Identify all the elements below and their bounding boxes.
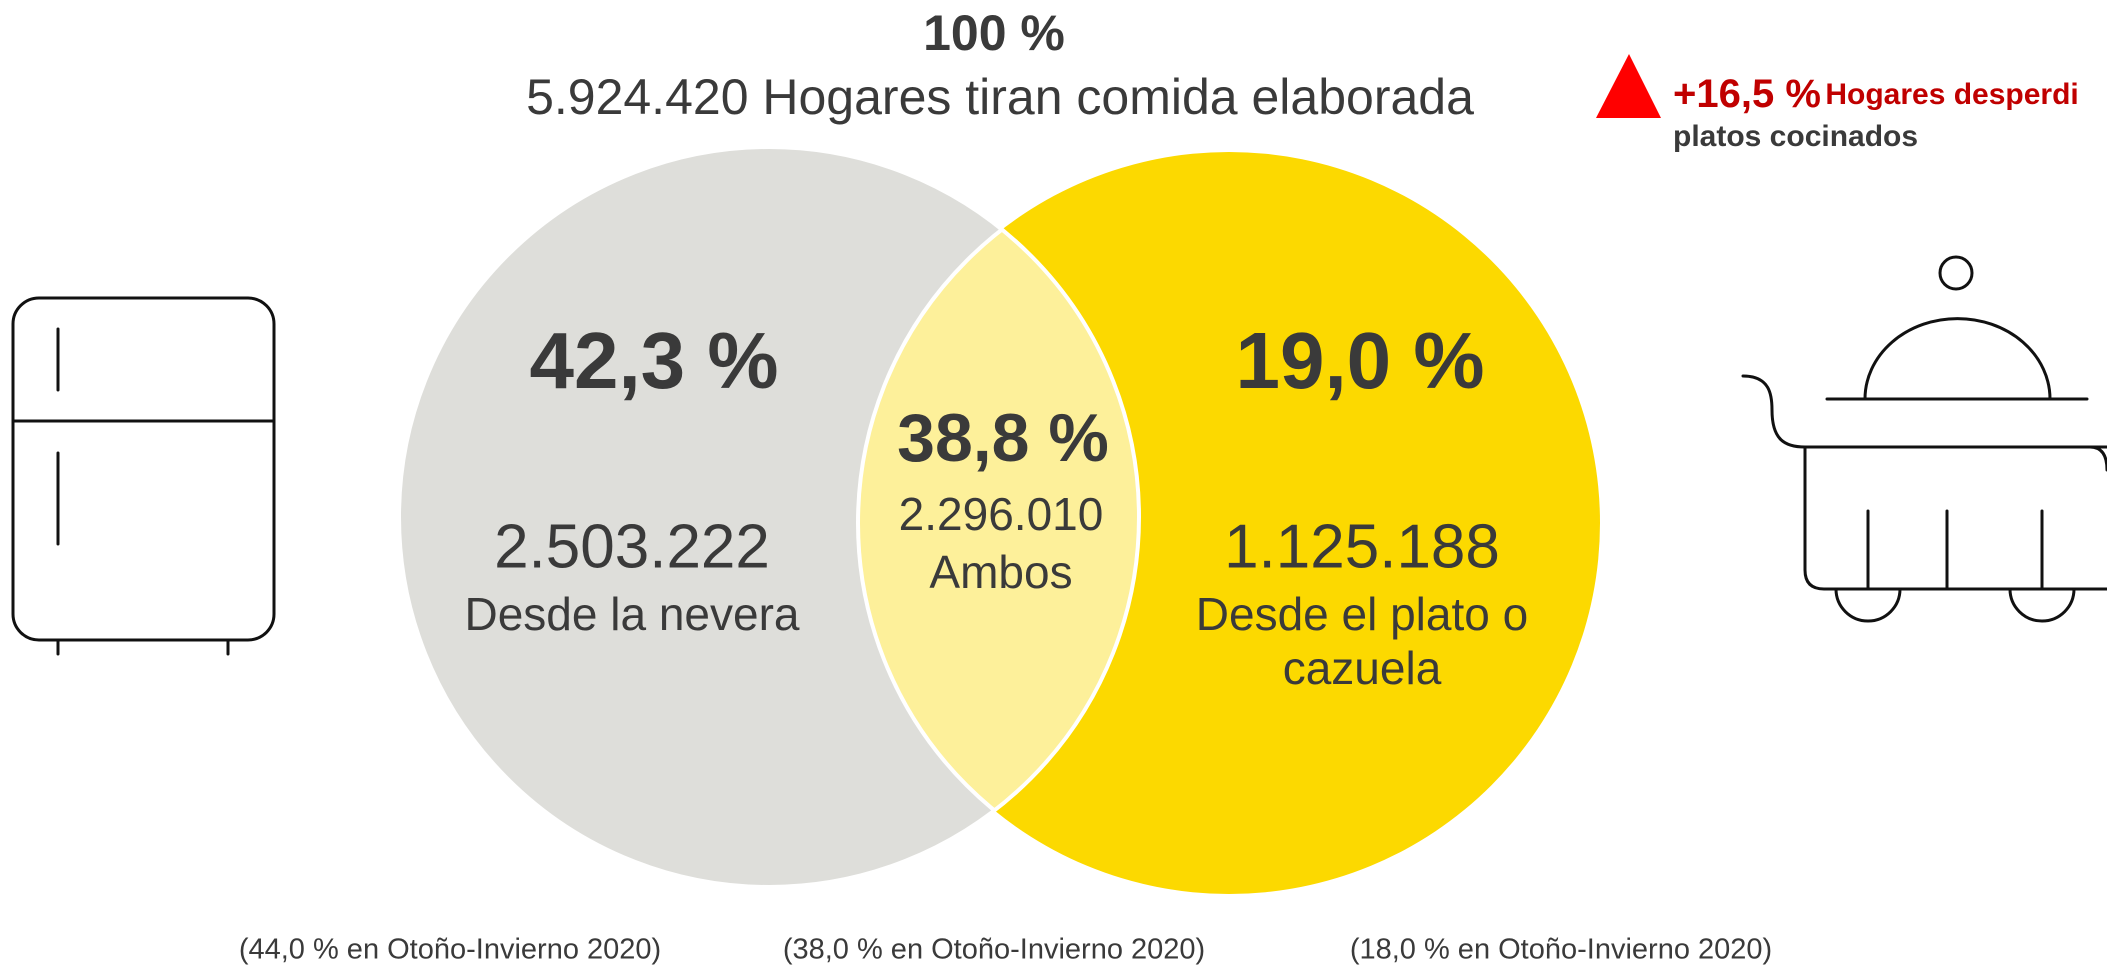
fridge-icon bbox=[11, 296, 276, 656]
intersection-edge bbox=[397, 145, 1141, 889]
highlight-value: +16,5 % bbox=[1673, 72, 1821, 116]
right-count: 1.125.188 bbox=[1224, 512, 1500, 581]
both-count: 2.296.010 bbox=[899, 488, 1104, 540]
highlight-label: platos cocinados bbox=[1673, 120, 1918, 153]
left-percent: 42,3 % bbox=[529, 316, 778, 405]
total-percent: 100 % bbox=[923, 5, 1065, 61]
right-label: cazuela bbox=[1283, 642, 1442, 694]
cart-icon bbox=[1741, 255, 2107, 623]
left-previous: (44,0 % en Otoño-Invierno 2020) bbox=[239, 934, 661, 966]
both-percent: 38,8 % bbox=[897, 400, 1109, 476]
left-label: Desde la nevera bbox=[465, 588, 800, 640]
left-count: 2.503.222 bbox=[494, 512, 770, 581]
both-label: Ambos bbox=[929, 546, 1072, 598]
highlight-label: Hogares desperdi bbox=[1825, 78, 2078, 111]
right-previous: (18,0 % en Otoño-Invierno 2020) bbox=[1350, 934, 1772, 966]
total-label: 5.924.420 Hogares tiran comida elaborada bbox=[526, 69, 1474, 125]
intersection bbox=[856, 150, 1139, 887]
highlight-text: +16,5 % Hogares desperdi bbox=[1673, 72, 2079, 116]
up-triangle bbox=[1596, 54, 1661, 118]
right-label: Desde el plato o bbox=[1196, 588, 1528, 640]
both-previous: (38,0 % en Otoño-Invierno 2020) bbox=[783, 934, 1205, 966]
right-percent: 19,0 % bbox=[1235, 316, 1484, 405]
